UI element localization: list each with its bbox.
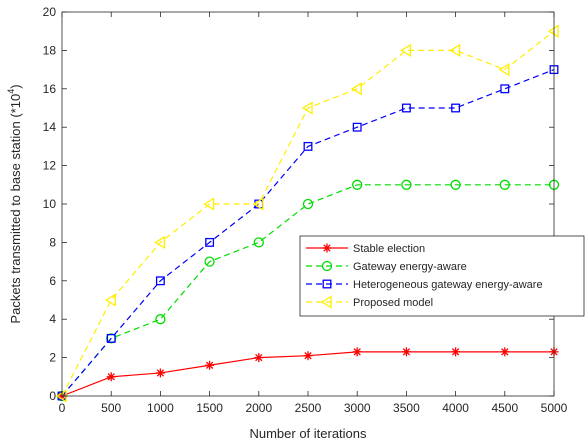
x-tick-label: 500 (101, 401, 121, 415)
data-point (154, 235, 166, 250)
data-point (401, 347, 411, 357)
data-point (303, 351, 313, 361)
data-point (500, 84, 510, 94)
data-point (301, 101, 313, 115)
data-point (498, 62, 510, 77)
series-layer (55, 24, 560, 403)
data-point (450, 179, 461, 190)
data-point (204, 256, 215, 267)
legend-marker (320, 295, 332, 309)
x-tick-label: 2000 (245, 401, 272, 415)
data-point (449, 43, 461, 58)
x-tick-label: 4500 (491, 401, 518, 415)
y-tick-label: 18 (43, 43, 57, 57)
data-point (203, 197, 215, 211)
y-tick-label: 16 (43, 82, 57, 96)
data-point (547, 24, 559, 38)
legend-entry: Heterogeneous gateway energy-aware (306, 279, 543, 291)
data-point (400, 43, 412, 58)
x-tick-label: 0 (59, 401, 66, 415)
data-point (451, 103, 461, 113)
data-point (303, 141, 313, 151)
data-point (253, 237, 264, 248)
x-tick-label: 3500 (393, 401, 420, 415)
y-axis-title-suffix: ) (8, 84, 23, 88)
series-line (61, 69, 555, 397)
data-point (352, 122, 362, 132)
y-tick-label: 14 (43, 120, 57, 134)
legend-box (299, 235, 585, 317)
y-tick-label: 8 (49, 235, 56, 249)
y-axis-title-main: Packets transmitted to base station (*10 (8, 94, 23, 324)
y-tick-label: 2 (49, 351, 56, 365)
legend: Stable election Gateway energy-aware Heter… (299, 235, 585, 317)
series-line (61, 30, 555, 397)
y-tick-label: 12 (43, 159, 57, 173)
data-point (499, 179, 510, 190)
x-tick-label: 4000 (442, 401, 469, 415)
data-point (104, 293, 116, 307)
data-point (155, 314, 166, 325)
series-3 (55, 24, 559, 403)
x-tick-label: 1500 (196, 401, 223, 415)
legend-entry: Gateway energy-aware (306, 260, 467, 273)
legend-entry: Stable election (306, 243, 425, 255)
series-line (61, 184, 554, 397)
legend-marker (322, 279, 332, 289)
data-point (106, 372, 116, 382)
y-tick-label: 10 (43, 197, 57, 211)
legend-label: Stable election (353, 243, 425, 255)
series-0 (57, 347, 559, 401)
data-point (352, 347, 362, 357)
data-point (451, 347, 461, 357)
data-point (252, 197, 264, 211)
x-axis-title: Number of iterations (249, 426, 367, 441)
data-point (205, 237, 215, 247)
legend-label: Proposed model (353, 297, 433, 309)
x-tick-label: 5000 (541, 401, 568, 415)
x-tick-label: 2500 (295, 401, 322, 415)
y-tick-label: 0 (49, 389, 56, 403)
data-point (350, 82, 362, 96)
y-tick-label: 6 (49, 274, 56, 288)
data-point (155, 276, 165, 286)
data-point (254, 353, 264, 363)
data-point (106, 333, 117, 344)
plot-area (62, 12, 554, 396)
x-tick-label: 1000 (147, 401, 174, 415)
legend-label: Heterogeneous gateway energy-aware (353, 279, 543, 291)
data-point (401, 103, 411, 113)
y-tick-label: 4 (49, 312, 56, 326)
data-point (155, 368, 165, 378)
legend-entry: Proposed model (306, 295, 433, 309)
plot-background (62, 12, 554, 396)
y-tick-label: 20 (43, 5, 57, 19)
legend-marker (322, 243, 332, 253)
legend-marker (321, 260, 333, 272)
y-axis-title: Packets transmitted to base station (*10… (6, 84, 23, 323)
legend-label: Gateway energy-aware (353, 261, 467, 273)
x-tick-label: 3000 (344, 401, 371, 415)
data-point (401, 179, 412, 190)
data-point (500, 347, 510, 357)
data-point (352, 179, 363, 190)
data-point (205, 360, 215, 370)
y-axis-title-exponent: 4 (6, 89, 16, 94)
data-point (106, 333, 116, 343)
data-point (302, 198, 314, 210)
